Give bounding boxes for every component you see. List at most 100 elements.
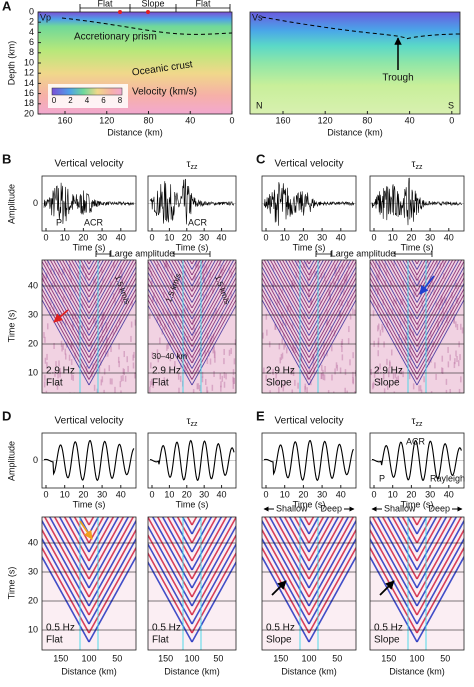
speckle (456, 356, 458, 363)
moveout (416, 260, 460, 336)
speckle (441, 318, 443, 325)
x-tick-label: 0 (263, 232, 268, 242)
moveout (262, 260, 310, 347)
speckle (282, 385, 285, 392)
moveout (191, 265, 236, 347)
speckle (321, 364, 323, 371)
speckle (212, 333, 215, 340)
moveout (43, 260, 90, 342)
moveout (191, 260, 210, 292)
moveout (191, 260, 217, 303)
moveout (88, 266, 136, 353)
moveout (42, 266, 90, 353)
speckle (81, 321, 84, 328)
x-tick-label: 40 (405, 115, 415, 125)
speckle (95, 302, 97, 309)
speckle (205, 378, 207, 385)
moveout (49, 260, 90, 331)
speckle (96, 388, 99, 393)
speckle (315, 338, 317, 345)
speckle (393, 391, 396, 393)
speckle (374, 285, 377, 292)
x-tick-label: 150 (273, 653, 288, 663)
speckle (120, 375, 123, 382)
moveout (376, 517, 418, 589)
moveout (416, 260, 426, 276)
speckle (370, 368, 372, 375)
speckle (296, 260, 298, 267)
speckle (266, 329, 268, 336)
moveout (88, 260, 101, 281)
waveform (43, 439, 135, 482)
moveout (308, 537, 356, 625)
speckle (346, 390, 348, 393)
moveout (308, 260, 321, 281)
speckle (221, 269, 223, 276)
speckle (421, 297, 423, 304)
speckle (68, 354, 71, 361)
speckle (205, 292, 208, 299)
moveout (386, 260, 418, 314)
speckle (420, 389, 423, 393)
y-tick-label: 16 (24, 88, 34, 98)
moveout (88, 260, 98, 276)
moveout (151, 517, 193, 589)
moveout (405, 260, 418, 281)
moveout (416, 260, 423, 270)
speckle (391, 308, 394, 315)
speckle (211, 384, 214, 391)
moveout (83, 260, 90, 270)
speckle (104, 350, 107, 357)
x-tick-label: 40 (116, 232, 126, 242)
speckle (276, 299, 279, 306)
y-tick-label: 0 (33, 198, 38, 208)
gather (370, 517, 464, 650)
speckle (169, 312, 171, 319)
speckle (132, 362, 135, 369)
moveout (191, 260, 214, 298)
moveout (399, 260, 418, 292)
moveout (63, 517, 90, 562)
moveout (191, 260, 232, 331)
speckle (377, 366, 379, 373)
speckle (344, 387, 346, 393)
speckle (46, 353, 48, 360)
speckle (223, 372, 226, 379)
x-tick-label: 20 (298, 489, 308, 499)
speckle (281, 338, 283, 345)
moveout (88, 519, 136, 607)
y-tick-label: 14 (24, 78, 34, 88)
moveout (262, 271, 310, 358)
y-tick-label: 20 (28, 338, 38, 348)
speckle (185, 353, 187, 360)
speckle (459, 354, 461, 361)
speckle (379, 329, 382, 336)
speckle (113, 261, 115, 268)
speckle (102, 313, 105, 320)
interface (261, 16, 461, 40)
panel-label: C (256, 151, 266, 166)
speckle (201, 376, 204, 383)
moveout (297, 260, 310, 281)
arrow (53, 309, 69, 323)
speckle (50, 267, 52, 274)
speckle (121, 296, 123, 303)
speckle (156, 316, 159, 323)
speckle (180, 309, 183, 316)
speckle (230, 291, 232, 298)
speckle (70, 343, 73, 350)
speckle (43, 332, 45, 339)
speckle (399, 321, 402, 328)
moveout (411, 260, 418, 270)
speckle (389, 280, 392, 287)
moveout (416, 260, 457, 331)
moveout (64, 260, 90, 303)
speckle (388, 367, 390, 374)
speckle (269, 298, 271, 305)
speckle (206, 357, 209, 364)
speckle (372, 310, 375, 317)
speckle (445, 298, 447, 305)
moveout (383, 260, 418, 320)
moveout (308, 271, 356, 358)
moveout (42, 271, 90, 358)
